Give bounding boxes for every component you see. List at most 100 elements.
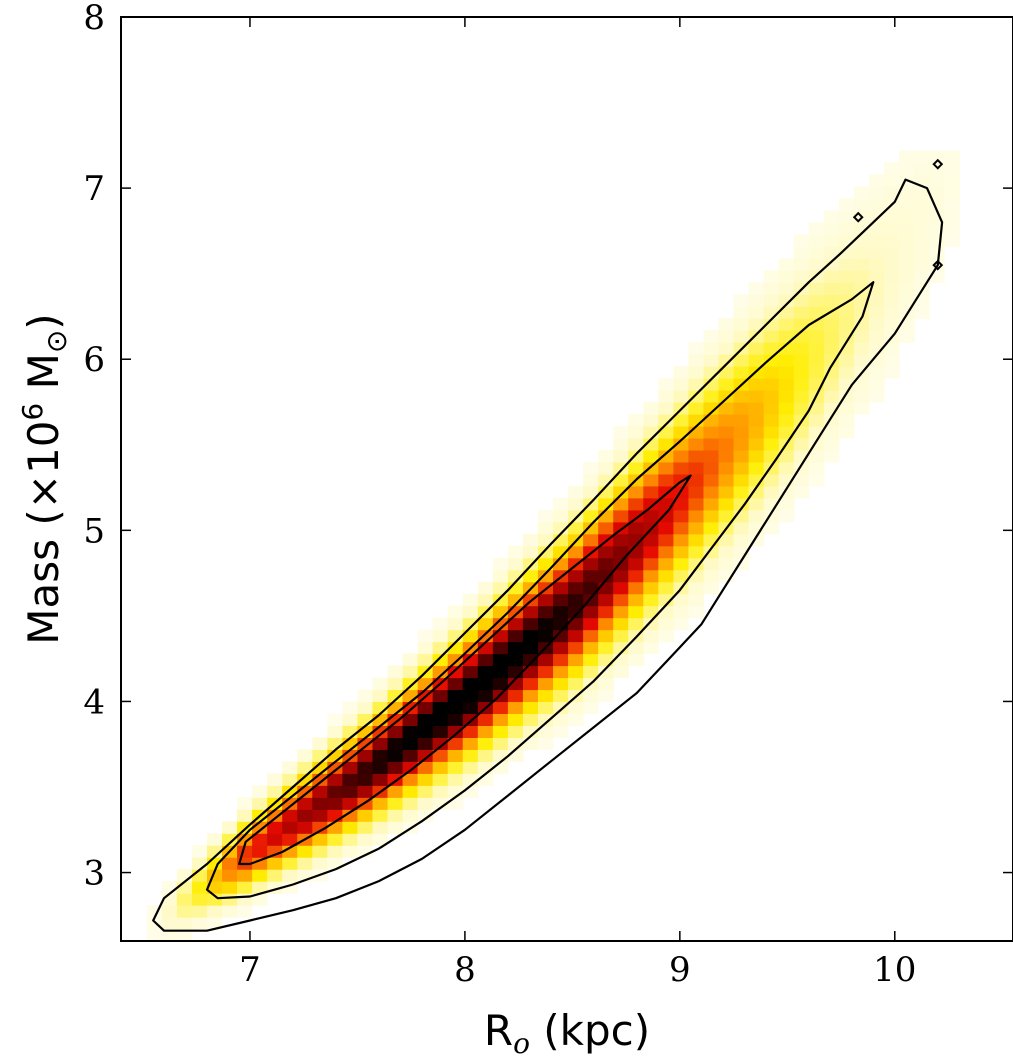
heatmap-cell bbox=[853, 318, 870, 331]
heatmap-cell bbox=[658, 425, 674, 439]
heatmap-cell bbox=[537, 557, 554, 571]
heatmap-cell bbox=[733, 330, 750, 343]
heatmap-cell bbox=[237, 893, 253, 906]
heatmap-cell bbox=[718, 413, 735, 427]
heatmap-cell bbox=[703, 354, 720, 367]
heatmap-cell bbox=[387, 761, 404, 774]
heatmap-cell bbox=[688, 366, 705, 379]
heatmap-cell bbox=[568, 581, 584, 595]
heatmap-cell bbox=[823, 270, 840, 283]
heatmap-cell bbox=[417, 761, 434, 774]
heatmap-cell bbox=[628, 557, 644, 571]
heatmap-cell bbox=[598, 677, 614, 691]
heatmap-cell bbox=[522, 629, 539, 643]
heatmap-cell bbox=[613, 509, 629, 523]
heatmap-cell bbox=[884, 282, 900, 295]
heatmap-cell bbox=[312, 857, 328, 870]
heatmap-cell bbox=[823, 294, 840, 307]
heatmap-cell bbox=[748, 390, 765, 403]
heatmap-cell bbox=[778, 378, 795, 391]
heatmap-cell bbox=[282, 809, 298, 822]
heatmap-cell bbox=[327, 737, 343, 750]
heatmap-cell bbox=[748, 342, 765, 355]
heatmap-cell bbox=[598, 485, 614, 499]
heatmap-cell bbox=[793, 342, 810, 355]
heatmap-cell bbox=[628, 641, 644, 655]
heatmap-cell bbox=[838, 222, 855, 235]
heatmap-cell bbox=[402, 749, 419, 762]
heatmap-cell bbox=[252, 869, 268, 882]
heatmap-cell bbox=[868, 330, 885, 343]
heatmap-cell bbox=[327, 821, 343, 834]
heatmap-cell bbox=[462, 653, 479, 667]
heatmap-cell bbox=[312, 821, 328, 834]
heatmap-cell bbox=[161, 929, 178, 941]
heatmap-cell bbox=[838, 306, 855, 319]
heatmap-cell bbox=[808, 413, 825, 427]
heatmap-cell bbox=[176, 917, 193, 930]
heatmap-cell bbox=[568, 653, 584, 667]
heatmap-cell bbox=[237, 869, 253, 882]
heatmap-cell bbox=[522, 545, 539, 559]
heatmap-cell bbox=[447, 713, 464, 726]
heatmap-cell bbox=[357, 749, 374, 762]
heatmap-cell bbox=[387, 797, 404, 810]
heatmap-cell bbox=[387, 677, 404, 691]
heatmap-cell bbox=[718, 449, 735, 463]
heatmap-cell bbox=[462, 761, 479, 774]
heatmap-cell bbox=[868, 258, 885, 271]
heatmap-cell bbox=[402, 725, 419, 738]
heatmap-cell bbox=[778, 461, 795, 475]
heatmap-cell bbox=[507, 749, 524, 762]
heatmap-cell bbox=[688, 509, 705, 523]
heatmap-cell bbox=[823, 222, 840, 235]
heatmap-cell bbox=[492, 629, 509, 643]
heatmap-cell bbox=[342, 713, 359, 726]
heatmap-cell bbox=[823, 437, 840, 451]
heatmap-cell bbox=[823, 282, 840, 295]
heatmap-cell bbox=[884, 342, 900, 355]
heatmap-cell bbox=[432, 797, 449, 810]
heatmap-cell bbox=[583, 689, 599, 703]
heatmap-cell bbox=[718, 402, 735, 415]
heatmap-cell bbox=[718, 330, 735, 343]
heatmap-cell bbox=[748, 497, 765, 511]
heatmap-cell bbox=[688, 593, 705, 607]
heatmap-cell bbox=[357, 809, 374, 822]
heatmap-cell bbox=[628, 497, 644, 511]
heatmap-cell bbox=[432, 617, 449, 631]
heatmap-cell bbox=[507, 629, 524, 643]
heatmap-cell bbox=[914, 186, 930, 199]
heatmap-cell bbox=[944, 174, 960, 187]
heatmap-cell bbox=[778, 402, 795, 415]
heatmap-cell bbox=[477, 689, 494, 703]
heatmap-cell bbox=[853, 186, 870, 199]
heatmap-cell bbox=[297, 749, 313, 762]
heatmap-cell bbox=[387, 821, 404, 834]
heatmap-cell bbox=[613, 641, 629, 655]
heatmap-cell bbox=[838, 413, 855, 427]
heatmap-cell bbox=[357, 761, 374, 774]
heatmap-cell bbox=[748, 282, 765, 295]
heatmap-cell bbox=[944, 234, 960, 247]
heatmap-cell bbox=[492, 737, 509, 750]
heatmap-cell bbox=[507, 605, 524, 619]
heatmap-cell bbox=[297, 845, 313, 858]
heatmap-cell bbox=[553, 653, 569, 667]
contour-outer bbox=[152, 178, 944, 932]
heatmap-cell bbox=[568, 677, 584, 691]
heatmap-cell bbox=[447, 701, 464, 715]
heatmap-cell bbox=[838, 342, 855, 355]
heatmap-cell bbox=[282, 869, 298, 882]
heatmap-cell bbox=[387, 689, 404, 703]
heatmap-cell bbox=[718, 533, 735, 547]
heatmap-cell bbox=[237, 809, 253, 822]
heatmap-cell bbox=[673, 545, 690, 559]
heatmap-cell bbox=[568, 713, 584, 726]
heatmap-cell bbox=[673, 413, 690, 427]
heatmap-cell bbox=[793, 390, 810, 403]
contour-inner bbox=[238, 474, 692, 866]
heatmap-cell bbox=[853, 198, 870, 211]
heatmap-cell bbox=[447, 605, 464, 619]
heatmap-cell bbox=[688, 533, 705, 547]
